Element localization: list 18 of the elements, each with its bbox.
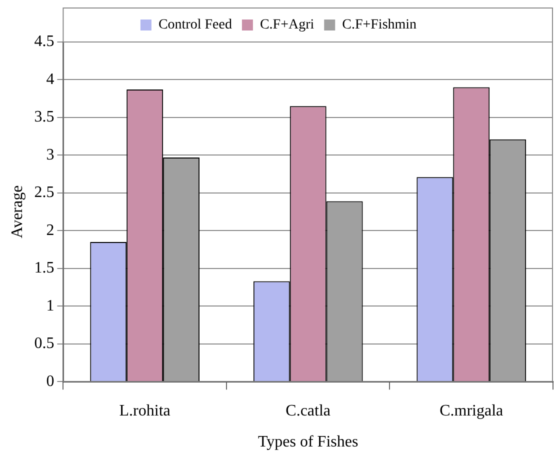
y-tick-label: 4 <box>46 70 54 88</box>
y-tick-label: 2.5 <box>34 184 54 202</box>
y-tick-label: 3 <box>46 146 54 164</box>
y-axis-title: Average <box>8 185 26 238</box>
legend-label: Control Feed <box>158 18 232 33</box>
y-tick-label: 1.5 <box>34 260 54 277</box>
y-tick-label: 0.5 <box>34 335 54 352</box>
legend-label: C.F+Agri <box>260 18 314 33</box>
y-tick-label: 3.5 <box>34 108 54 126</box>
y-tick-label: 0 <box>46 372 54 390</box>
legend-label: C.F+Fishmin <box>342 18 417 33</box>
x-tick-label: C.catla <box>286 402 331 420</box>
y-tick-label: 2 <box>46 222 54 239</box>
y-tick-label: 1 <box>46 297 54 314</box>
y-tick-label: 4.5 <box>34 33 54 50</box>
x-axis-title: Types of Fishes <box>258 434 358 451</box>
x-tick-label: C.mrigala <box>440 402 504 420</box>
x-tick-label: L.rohita <box>119 402 170 420</box>
